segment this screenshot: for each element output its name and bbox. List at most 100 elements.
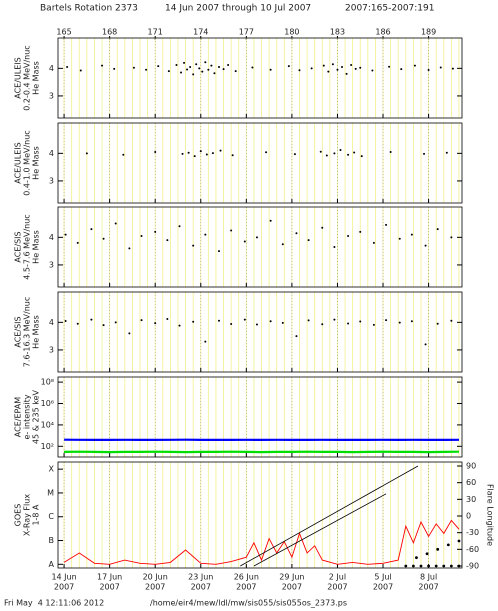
data-point bbox=[319, 150, 322, 153]
x-tick-label: 14 Jun bbox=[51, 573, 76, 582]
top-tick-label: 174 bbox=[193, 28, 208, 37]
top-tick-label: 177 bbox=[239, 28, 254, 37]
panel-frame bbox=[57, 206, 463, 288]
data-point bbox=[359, 230, 362, 233]
y-tick-label: 10⁴ bbox=[41, 420, 54, 429]
data-point bbox=[85, 152, 88, 155]
data-point bbox=[372, 241, 375, 244]
data-point bbox=[192, 244, 195, 247]
data-point bbox=[385, 223, 388, 226]
y-axis-label: 4.5-7.6 MeV/nuc bbox=[23, 214, 32, 279]
y2-tick-label: 60 bbox=[466, 478, 476, 487]
y-tick-label: A bbox=[49, 560, 55, 569]
data-point bbox=[66, 65, 69, 68]
data-point bbox=[287, 65, 290, 68]
data-point bbox=[265, 151, 268, 154]
data-point bbox=[219, 149, 222, 152]
top-tick-label: 168 bbox=[102, 28, 117, 37]
data-point bbox=[79, 69, 82, 72]
data-point bbox=[213, 72, 216, 75]
data-point bbox=[446, 543, 450, 547]
footer-path: /home/eir4/mew/ldl/mw/sis055/sis055os_23… bbox=[150, 599, 347, 608]
x-tick-label: 20 Jun bbox=[143, 573, 168, 582]
y-axis-label: 45 & 235 keV bbox=[32, 389, 41, 444]
data-point bbox=[217, 65, 220, 68]
data-point bbox=[76, 322, 79, 325]
data-point bbox=[410, 320, 413, 323]
data-point bbox=[201, 70, 204, 73]
data-point bbox=[157, 65, 160, 68]
data-point bbox=[321, 226, 324, 229]
data-point bbox=[192, 320, 195, 323]
y-axis-label: 1-8 A bbox=[32, 504, 41, 526]
data-point bbox=[327, 70, 330, 73]
data-point bbox=[345, 72, 348, 75]
data-point bbox=[102, 237, 105, 240]
data-point bbox=[436, 547, 440, 551]
panel: A B C M X 90 60 30 0 -30 -60 -90 GOES X-Ray Flux 1-8 A… bbox=[14, 462, 495, 571]
panel: 10² 10⁴ 10⁶ 10⁸ ACE/EPAM e- intensity 45 & 235… bbox=[14, 376, 463, 458]
x-tick-year: 2007 bbox=[99, 583, 119, 592]
data-point bbox=[101, 64, 104, 67]
data-point bbox=[230, 323, 233, 325]
data-point bbox=[322, 64, 325, 67]
top-tick-label: 165 bbox=[56, 28, 71, 37]
data-point bbox=[360, 155, 363, 158]
data-point bbox=[434, 564, 438, 568]
data-point bbox=[255, 236, 258, 239]
data-point bbox=[114, 222, 117, 225]
x-tick-year: 2007 bbox=[236, 583, 256, 592]
data-point bbox=[166, 239, 169, 242]
data-point bbox=[90, 318, 93, 321]
y2-tick-label: 30 bbox=[466, 495, 476, 504]
top-tick-label: 171 bbox=[148, 28, 163, 37]
y-axis-label: He Mass bbox=[32, 146, 41, 180]
data-point bbox=[255, 323, 258, 326]
data-point bbox=[180, 71, 183, 74]
data-point bbox=[423, 152, 426, 155]
data-point bbox=[359, 320, 362, 323]
data-point bbox=[205, 153, 208, 156]
data-point bbox=[310, 67, 313, 70]
data-point bbox=[140, 319, 143, 322]
data-point bbox=[154, 322, 157, 325]
data-point bbox=[336, 68, 339, 71]
top-tick-label: 186 bbox=[375, 28, 390, 37]
data-point bbox=[102, 324, 105, 327]
data-point bbox=[195, 63, 198, 66]
data-point bbox=[339, 149, 342, 152]
x-tick-year: 2007 bbox=[327, 583, 347, 592]
data-point bbox=[122, 153, 125, 156]
data-point bbox=[398, 237, 401, 240]
data-point bbox=[175, 64, 178, 67]
x-tick-label: 26 Jun bbox=[234, 573, 259, 582]
data-point bbox=[436, 322, 439, 325]
data-point bbox=[359, 66, 362, 69]
data-point bbox=[199, 150, 202, 153]
y2-axis-label: Flare Longitude bbox=[486, 484, 495, 546]
data-point bbox=[204, 61, 207, 64]
y-tick-label: 10⁶ bbox=[41, 399, 54, 408]
data-point bbox=[140, 234, 143, 237]
x-tick-label: 23 Jun bbox=[188, 573, 213, 582]
panel-frame bbox=[57, 376, 463, 458]
data-point bbox=[389, 150, 392, 153]
data-point bbox=[231, 154, 234, 157]
data-point bbox=[281, 321, 284, 324]
y-axis-label: X-Ray Flux bbox=[23, 494, 32, 536]
data-point bbox=[415, 556, 418, 560]
data-point bbox=[427, 69, 430, 71]
data-point bbox=[425, 552, 429, 556]
footer-timestamp: Fri May 4 12:11:06 2012 bbox=[4, 599, 104, 608]
data-point bbox=[281, 243, 284, 246]
data-point bbox=[269, 68, 272, 71]
y-axis-label: GOES bbox=[14, 504, 23, 527]
data-point bbox=[321, 323, 324, 326]
data-point bbox=[128, 247, 131, 250]
data-point bbox=[251, 66, 254, 69]
data-point bbox=[388, 65, 391, 68]
data-point bbox=[192, 73, 195, 76]
data-point bbox=[295, 232, 298, 235]
data-point bbox=[207, 68, 210, 71]
data-point bbox=[64, 319, 67, 322]
